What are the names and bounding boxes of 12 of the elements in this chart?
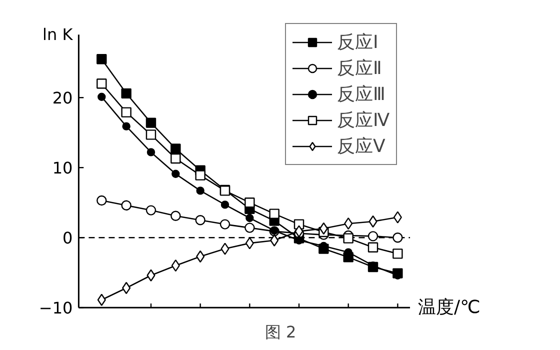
- legend-label: 反应Ⅱ: [337, 57, 382, 80]
- legend-label: 反应Ⅴ: [337, 135, 386, 158]
- y-tick-label: 10: [52, 158, 73, 178]
- caption: 图 2: [264, 322, 296, 342]
- legend-label: 反应Ⅳ: [337, 109, 390, 132]
- y-axis-title: ln K: [42, 25, 74, 44]
- legend-label: 反应Ⅲ: [337, 83, 386, 106]
- y-tick-label: −10: [38, 298, 73, 318]
- legend-label: 反应Ⅰ: [337, 31, 378, 54]
- y-tick-label: 0: [62, 228, 73, 248]
- y-tick-label: 20: [52, 88, 73, 108]
- x-axis-title: 温度/℃: [418, 297, 480, 318]
